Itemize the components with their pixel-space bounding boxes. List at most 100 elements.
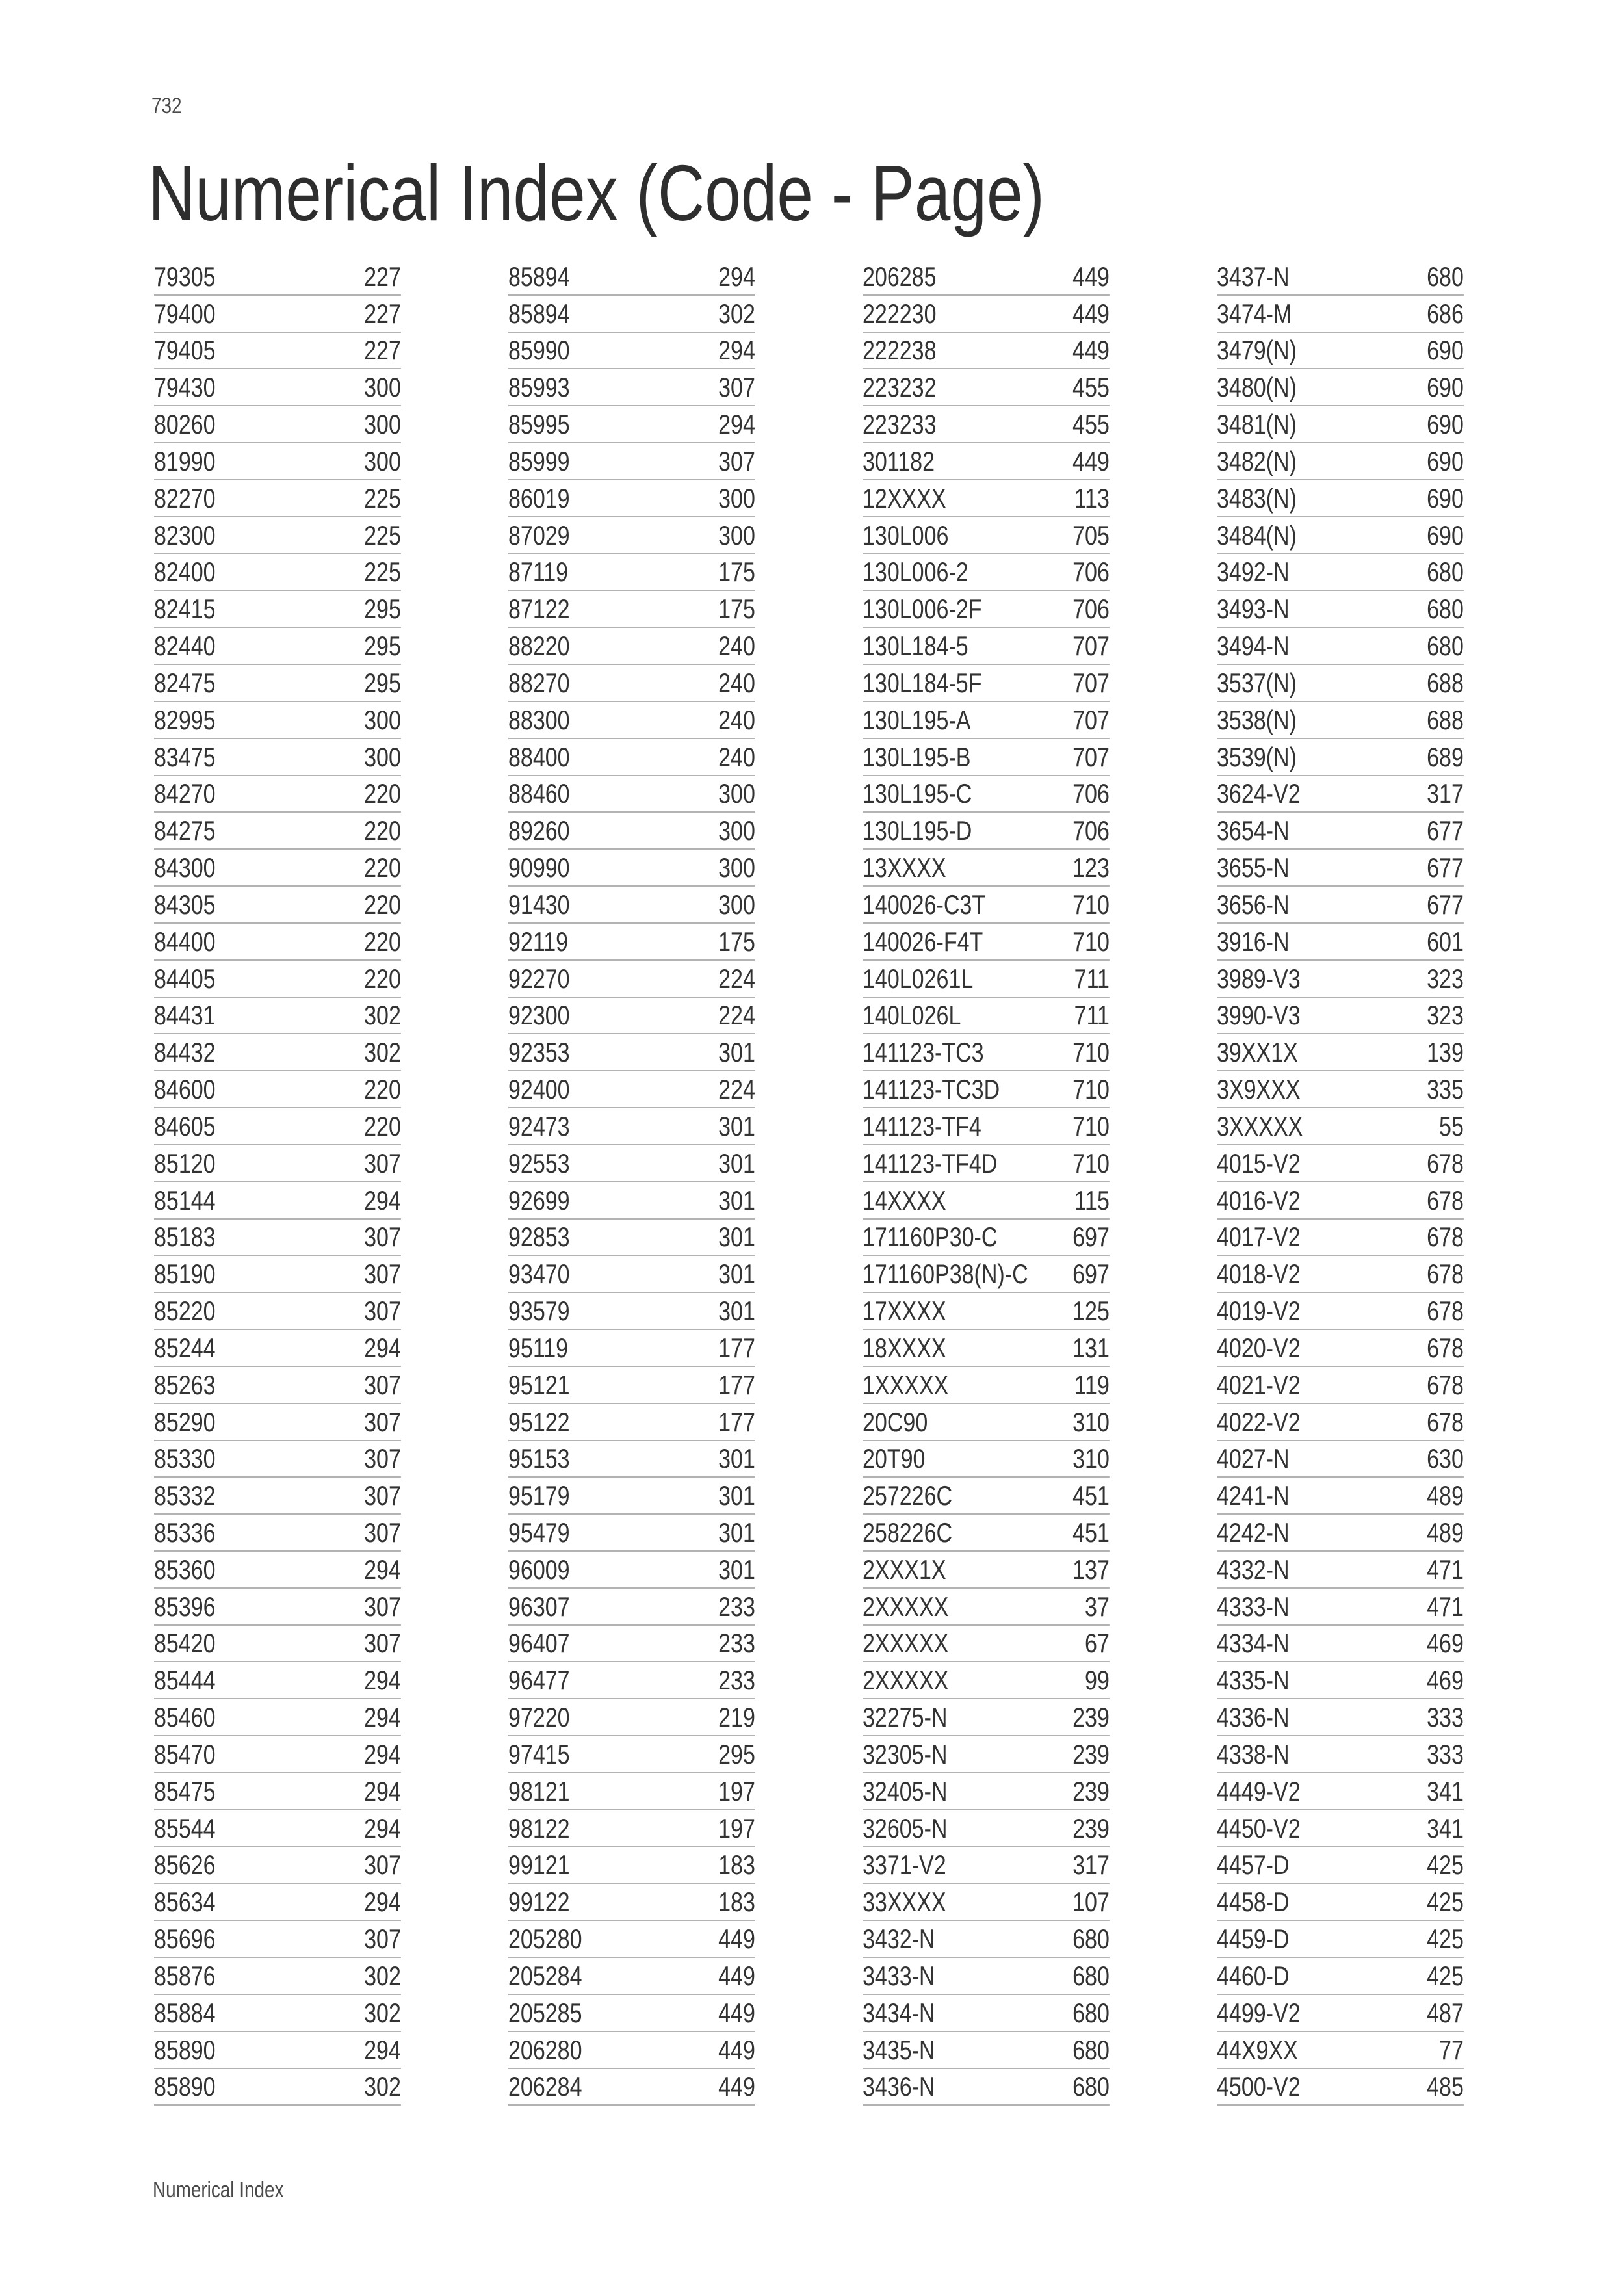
index-row: 141123-TC3 710 <box>863 1034 1110 1072</box>
code-label: 3990-V3 <box>1217 1000 1301 1031</box>
index-row: 88300 240 <box>508 702 755 739</box>
page-ref: 471 <box>1427 1554 1464 1585</box>
code-label: 257226C <box>863 1480 953 1511</box>
code-label: 85876 <box>154 1960 216 1991</box>
index-row: 87029 300 <box>508 517 755 554</box>
page-ref: 239 <box>1072 1775 1110 1807</box>
code-label: 84605 <box>154 1110 216 1141</box>
code-label: 130L195-B <box>863 741 971 772</box>
index-row: 92699 301 <box>508 1182 755 1220</box>
page-ref: 680 <box>1072 1924 1110 1955</box>
code-label: 3481(N) <box>1217 409 1297 440</box>
page-ref: 294 <box>364 1812 401 1844</box>
footer-label: Numerical Index <box>153 2179 313 2201</box>
code-label: 206280 <box>508 2034 582 2065</box>
code-label: 206285 <box>863 261 937 292</box>
code-label: 3655-N <box>1217 852 1290 883</box>
index-row: 4018-V2 678 <box>1217 1256 1464 1294</box>
page-ref: 177 <box>718 1369 755 1400</box>
index-row: 4457-D 425 <box>1217 1847 1464 1885</box>
code-label: 85332 <box>154 1480 216 1511</box>
code-label: 85396 <box>154 1591 216 1622</box>
code-label: 85290 <box>154 1406 216 1437</box>
index-row: 95119 177 <box>508 1330 755 1367</box>
index-row: 85475 294 <box>154 1773 401 1810</box>
index-row: 3481(N) 690 <box>1217 406 1464 444</box>
code-label: 33XXXX <box>863 1886 946 1918</box>
index-row: 85696 307 <box>154 1921 401 1959</box>
code-label: 92300 <box>508 1000 570 1031</box>
code-label: 85144 <box>154 1184 216 1216</box>
index-row: 140026-C3T 710 <box>863 887 1110 924</box>
page-ref: 449 <box>1072 335 1110 366</box>
index-row: 85876 302 <box>154 1958 401 1995</box>
page-ref: 139 <box>1427 1037 1464 1068</box>
page-ref: 307 <box>364 1259 401 1290</box>
index-row: 96407 233 <box>508 1626 755 1663</box>
index-row: 92853 301 <box>508 1220 755 1257</box>
page-ref: 323 <box>1427 1000 1464 1031</box>
index-row: 3437-N 680 <box>1217 259 1464 296</box>
page-ref: 302 <box>364 2071 401 2102</box>
code-label: 3434-N <box>863 1997 935 2028</box>
index-row: 141123-TC3D 710 <box>863 1071 1110 1109</box>
page-ref: 300 <box>364 409 401 440</box>
page-ref: 239 <box>1072 1702 1110 1733</box>
page-ref: 294 <box>364 1665 401 1696</box>
code-label: 4027-N <box>1217 1443 1290 1474</box>
index-row: 223232 455 <box>863 369 1110 407</box>
index-row: 2XXXXX 67 <box>863 1626 1110 1663</box>
page-ref: 707 <box>1072 667 1110 698</box>
index-row: 4460-D 425 <box>1217 1958 1464 1995</box>
code-label: 3916-N <box>1217 926 1290 957</box>
page-ref: 706 <box>1072 556 1110 588</box>
page-ref: 449 <box>718 1960 755 1991</box>
code-label: 4458-D <box>1217 1886 1290 1918</box>
code-label: 3483(N) <box>1217 482 1297 514</box>
page-ref: 197 <box>718 1812 755 1844</box>
index-row: 12XXXX 113 <box>863 480 1110 517</box>
code-label: 85890 <box>154 2071 216 2102</box>
page-ref: 677 <box>1427 815 1464 846</box>
code-label: 85120 <box>154 1147 216 1179</box>
code-label: 88300 <box>508 704 570 735</box>
index-row: 3480(N) 690 <box>1217 369 1464 407</box>
page-ref: 123 <box>1072 852 1110 883</box>
code-label: 3539(N) <box>1217 741 1297 772</box>
code-label: 85336 <box>154 1517 216 1548</box>
index-row: 82475 295 <box>154 665 401 702</box>
code-label: 85220 <box>154 1296 216 1327</box>
page-ref: 183 <box>718 1886 755 1918</box>
code-label: 4015-V2 <box>1217 1147 1301 1179</box>
page-ref: 711 <box>1074 963 1110 994</box>
code-label: 3624-V2 <box>1217 778 1301 809</box>
page-ref: 233 <box>718 1628 755 1659</box>
code-label: 3493-N <box>1217 594 1290 625</box>
index-row: 82270 225 <box>154 480 401 517</box>
page-ref: 294 <box>364 2034 401 2065</box>
index-row: 3989-V3 323 <box>1217 961 1464 998</box>
code-label: 97220 <box>508 1702 570 1733</box>
page-ref: 239 <box>1072 1812 1110 1844</box>
code-label: 93470 <box>508 1259 570 1290</box>
code-label: 1XXXXX <box>863 1369 949 1400</box>
page-ref: 233 <box>718 1665 755 1696</box>
page-ref: 710 <box>1072 1074 1110 1105</box>
page-ref: 310 <box>1072 1406 1110 1437</box>
code-label: 4241-N <box>1217 1480 1290 1511</box>
code-label: 87122 <box>508 594 570 625</box>
page-ref: 301 <box>718 1259 755 1290</box>
index-row: 79400 227 <box>154 296 401 333</box>
code-label: 96477 <box>508 1665 570 1696</box>
page-ref: 710 <box>1072 1037 1110 1068</box>
code-label: 91430 <box>508 889 570 920</box>
code-label: 3474-M <box>1217 298 1292 329</box>
index-row: 4336-N 333 <box>1217 1699 1464 1737</box>
index-row: 92473 301 <box>508 1108 755 1145</box>
index-row: 85626 307 <box>154 1847 401 1885</box>
page-ref: 678 <box>1427 1221 1464 1253</box>
index-row: 3655-N 677 <box>1217 850 1464 887</box>
code-label: 85444 <box>154 1665 216 1696</box>
index-row: 85890 302 <box>154 2069 401 2106</box>
index-row: 84605 220 <box>154 1108 401 1145</box>
